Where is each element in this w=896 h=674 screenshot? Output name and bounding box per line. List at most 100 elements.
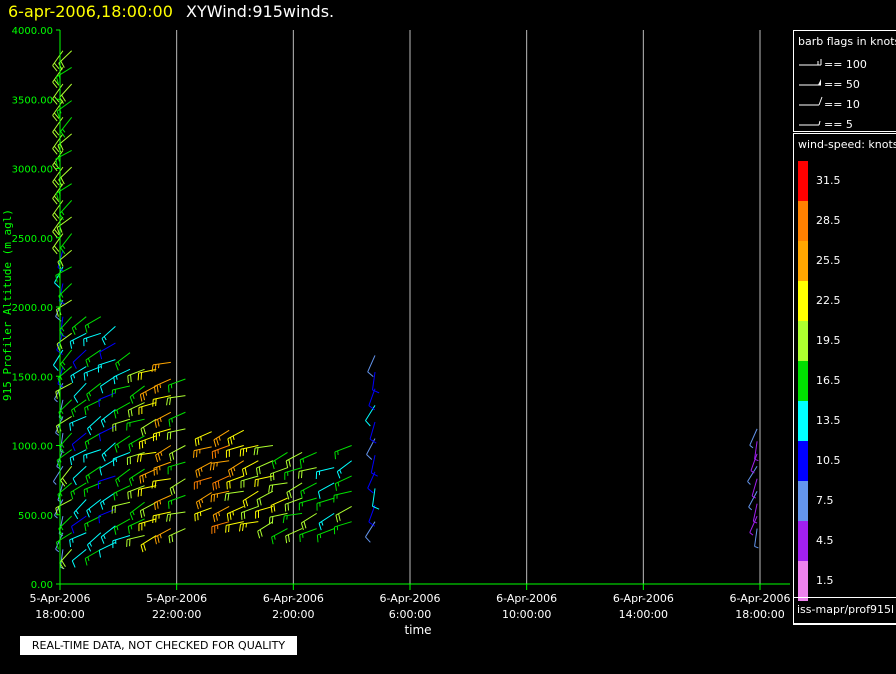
barb-staff <box>71 432 87 445</box>
barb-staff <box>52 466 64 482</box>
wind-barb <box>52 116 64 138</box>
wind-barb <box>285 528 303 544</box>
barb-flag <box>371 472 378 477</box>
speed-bin-swatch <box>798 401 808 441</box>
barb-flag <box>282 515 285 524</box>
barb-half-flag <box>754 458 759 462</box>
barb-flag <box>60 480 66 487</box>
wind-barb <box>270 497 288 513</box>
wind-barb <box>70 366 87 383</box>
barb-flag <box>214 482 217 490</box>
barb-flag <box>288 490 292 498</box>
wind-barb <box>318 512 335 531</box>
barb-flag <box>255 467 258 476</box>
barb-flag <box>99 468 103 476</box>
barb-staff <box>301 512 317 524</box>
speed-bin-label: 28.5 <box>816 214 841 227</box>
barb-staff <box>154 411 172 422</box>
speed-bin-swatch <box>798 441 808 481</box>
barb-flag <box>257 479 259 487</box>
y-tick-label: 2000.00 <box>12 303 53 314</box>
barb-flag <box>142 392 146 401</box>
barb-staff <box>154 378 172 387</box>
wind-barbs <box>52 50 759 570</box>
wind-barb <box>71 548 87 568</box>
barb-flag <box>169 453 172 462</box>
wind-barb <box>367 471 376 494</box>
wind-barb <box>55 299 72 317</box>
y-tick-label: 1000.00 <box>12 442 53 453</box>
barb-flag <box>139 454 142 462</box>
y-tick-labels: 0.00 500.00 1000.00 1500.00 2000.00 2500.00 30… <box>12 26 60 591</box>
barb-flag <box>130 374 132 382</box>
barb-flag <box>137 373 140 381</box>
barb-10-glyph <box>799 96 823 106</box>
barb-flag <box>244 467 248 476</box>
wind-barb <box>153 461 172 476</box>
barb-half-flag <box>337 482 340 487</box>
barb-flag <box>215 438 219 446</box>
barb-staff <box>754 441 758 460</box>
barb-flag <box>151 481 154 489</box>
barb-staff <box>84 515 102 525</box>
speed-bin-label: 13.5 <box>816 414 841 427</box>
barb-flag <box>52 248 58 255</box>
speed-bin-swatch <box>798 241 808 281</box>
barb-staff <box>140 535 157 546</box>
wind-barb <box>86 499 102 518</box>
barb-flag <box>56 460 61 468</box>
barb-flag <box>137 489 140 497</box>
wind-barb <box>369 421 377 444</box>
barb-half-flag <box>144 473 147 479</box>
wind-barb <box>268 512 288 525</box>
barb-staff <box>52 349 64 366</box>
barb-flag <box>140 428 144 436</box>
barb-flag <box>242 500 246 508</box>
wind-barb <box>748 490 758 511</box>
barb-half-flag <box>159 534 162 539</box>
barb-flag <box>372 389 380 394</box>
wind-barb <box>99 342 116 360</box>
wind-barb <box>151 361 171 373</box>
barb-flag <box>139 510 143 518</box>
barb-flag <box>230 468 234 476</box>
barb-flag <box>259 498 262 506</box>
barb-flag <box>300 522 304 531</box>
wind-barb <box>166 511 186 522</box>
barb-staff <box>128 402 145 411</box>
wind-barb <box>84 432 102 450</box>
y-tick-label: 500.00 <box>18 511 53 522</box>
barb-half-flag <box>87 440 90 445</box>
barb-flag <box>60 131 66 138</box>
barb-flag <box>153 502 156 510</box>
speed-bin-label: 10.5 <box>816 454 841 467</box>
wind-barb <box>255 460 274 476</box>
barb-flag <box>197 469 201 477</box>
barb-flag <box>139 476 142 484</box>
y-tick-label: 2500.00 <box>12 234 53 245</box>
barb-half-flag <box>116 409 119 414</box>
barb-flag <box>172 486 176 494</box>
barb-flag <box>197 437 200 446</box>
barb-flag <box>270 473 272 482</box>
wind-barb <box>368 388 376 411</box>
wind-barb <box>747 466 758 485</box>
barb-flag <box>52 115 58 122</box>
barb-staff <box>140 501 157 512</box>
barb-flag <box>53 79 60 86</box>
barb-flag <box>69 539 72 548</box>
legend-panel: barb flags in knots == 100 == 50 == 10 =… <box>793 30 896 624</box>
wind-barb <box>52 466 64 485</box>
wind-barb <box>111 385 131 398</box>
barb-flag <box>271 484 274 493</box>
wind-barb <box>71 399 87 418</box>
barb-flag <box>367 371 374 377</box>
barb-staff <box>52 200 64 216</box>
barb-half-flag <box>57 157 60 162</box>
barb-flag <box>139 394 143 402</box>
barb-flag <box>53 195 60 202</box>
wind-barb <box>55 382 72 399</box>
barb-flag <box>52 131 58 138</box>
wind-barb <box>284 497 303 512</box>
wind-barb <box>73 499 87 520</box>
